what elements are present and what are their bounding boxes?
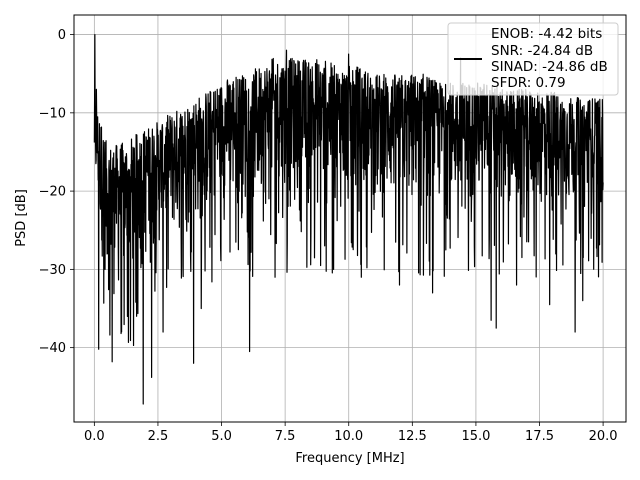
axes-frame — [73, 14, 627, 423]
legend-line-1: ENOB: -4.42 bits — [491, 26, 602, 42]
y-axis-label: PSD [dB] — [14, 189, 29, 247]
y-tick-label-1: −10 — [39, 106, 66, 121]
y-axis: 0 −10 −20 −30 −40 — [39, 28, 74, 356]
legend-line-4: SFDR: 0.79 — [491, 75, 566, 91]
legend-line-3: SINAD: -24.86 dB — [491, 59, 608, 75]
x-tick-label-3: 7.5 — [275, 429, 296, 444]
x-tick-label-2: 5.0 — [211, 429, 232, 444]
legend-box — [447, 22, 619, 96]
x-tick-label-0: 0.0 — [84, 429, 105, 444]
series-psd — [93, 33, 604, 405]
x-axis: 0.0 2.5 5.0 7.5 10.0 12.5 15.0 17.5 20.0 — [84, 422, 618, 444]
x-tick-label-6: 15.0 — [461, 429, 490, 444]
x-axis-label: Frequency [MHz] — [295, 451, 404, 466]
y-tick-label-4: −40 — [39, 341, 66, 356]
y-tick-label-3: −30 — [39, 263, 66, 278]
x-tick-label-7: 17.5 — [525, 429, 554, 444]
axes-border — [73, 14, 627, 423]
legend-line-2: SNR: -24.84 dB — [491, 43, 593, 59]
x-tick-label-1: 2.5 — [148, 429, 169, 444]
psd-line — [93, 33, 604, 405]
legend: ENOB: -4.42 bits SNR: -24.84 dB SINAD: -… — [447, 22, 619, 96]
x-tick-label-8: 20.0 — [589, 429, 618, 444]
x-tick-label-4: 10.0 — [334, 429, 363, 444]
y-tick-label-2: −20 — [39, 185, 66, 200]
x-tick-label-5: 12.5 — [398, 429, 427, 444]
y-tick-label-0: 0 — [58, 28, 66, 43]
